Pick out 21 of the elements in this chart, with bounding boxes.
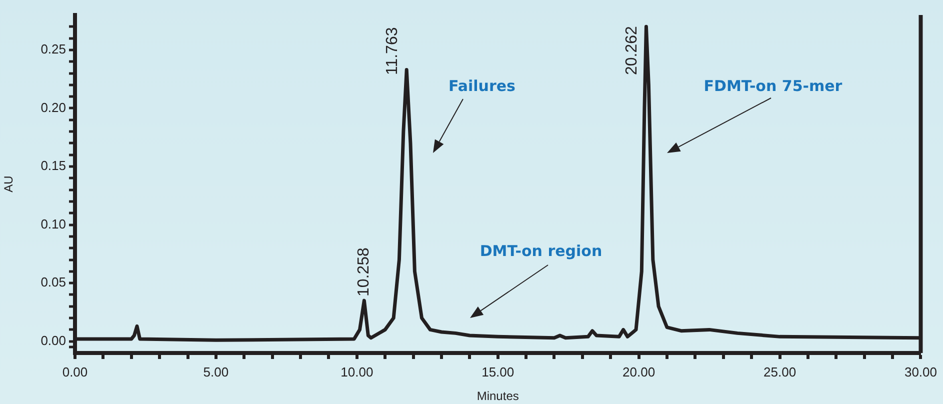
annotation: Failures [448, 77, 516, 95]
annotation: 11.763 [384, 27, 402, 75]
annotation: DMT-on region [480, 242, 602, 260]
y-tick-label: 0.25 [40, 42, 66, 57]
x-axis-title: Minutes [476, 389, 519, 404]
x-tick-label: 5.00 [203, 364, 229, 380]
annotation: FDMT-on 75-mer [704, 77, 842, 95]
x-tick-label: 30.00 [904, 364, 938, 380]
x-tick-label: 15.00 [482, 364, 514, 380]
y-tick-label: 0.20 [40, 100, 66, 115]
x-tick-label: 0.00 [62, 364, 88, 380]
annotation: 10.258 [356, 248, 373, 297]
y-tick-label: 0.00 [40, 332, 66, 348]
annotation: 20.262 [624, 26, 641, 75]
x-tick-label: 25.00 [764, 364, 796, 380]
y-tick-label: 0.15 [40, 158, 66, 174]
x-tick-label: 20.00 [622, 364, 656, 380]
y-tick-label: 0.05 [40, 274, 66, 290]
y-tick-label: 0.10 [40, 216, 66, 232]
x-tick-label: 10.00 [340, 364, 374, 380]
y-axis-title: AU [2, 176, 16, 192]
